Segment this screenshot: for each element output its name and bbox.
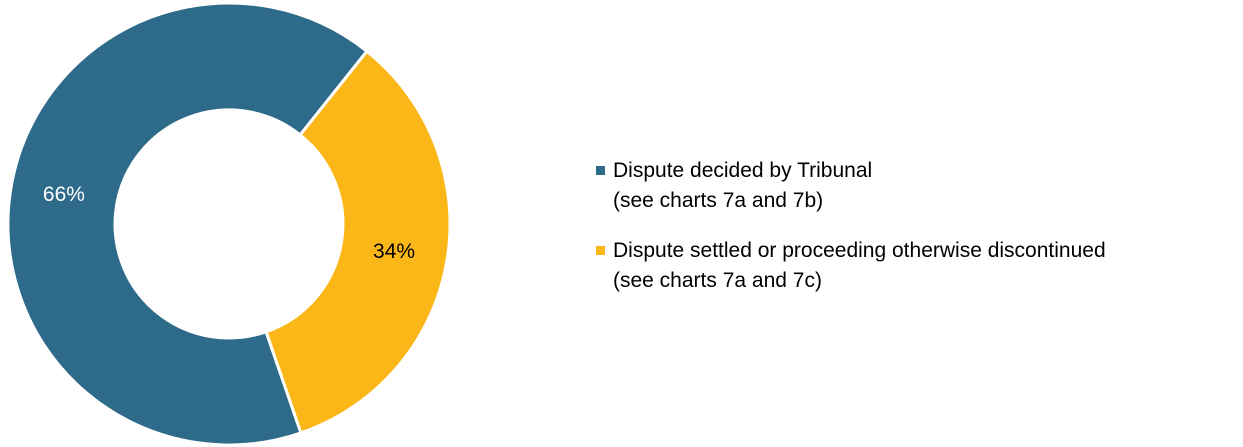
data-label: 34% bbox=[373, 240, 415, 263]
legend-swatch bbox=[596, 246, 605, 255]
legend-label: Dispute decided by Tribunal (see charts … bbox=[613, 159, 873, 212]
chart: 66% 34% bbox=[6, 1, 452, 447]
legend: Dispute decided by Tribunal (see charts … bbox=[596, 156, 1106, 316]
legend-item: Dispute settled or proceeding otherwise … bbox=[596, 236, 1106, 296]
legend-item: Dispute decided by Tribunal (see charts … bbox=[596, 156, 1106, 216]
donut-slice bbox=[6, 1, 369, 447]
legend-swatch bbox=[596, 166, 605, 175]
donut-slice bbox=[264, 49, 452, 435]
legend-label: Dispute settled or proceeding otherwise … bbox=[613, 239, 1106, 292]
data-label: 66% bbox=[43, 183, 85, 206]
